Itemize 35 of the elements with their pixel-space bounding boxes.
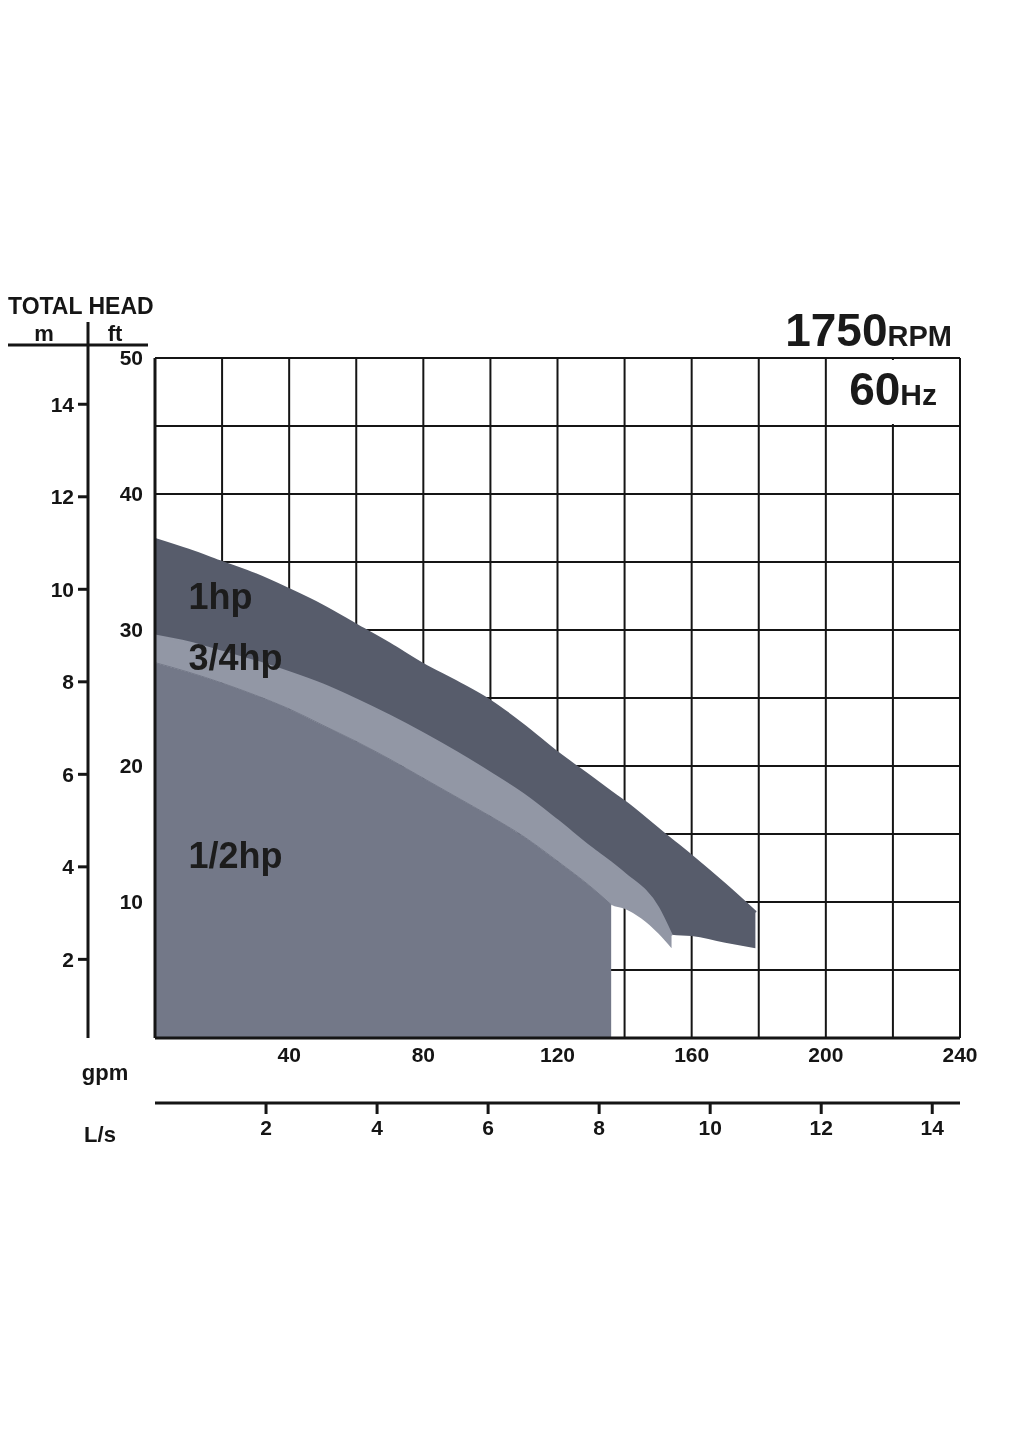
y-axis-title: ft [107, 321, 123, 346]
x2-tick-label: 6 [482, 1115, 494, 1139]
x-axis-title: gpm [81, 1060, 129, 1085]
x2-tick-label: 14 [920, 1115, 945, 1139]
x2-tick-label: 4 [371, 1115, 384, 1139]
x2-tick-label: 8 [593, 1115, 606, 1139]
y-tick-label: 30 [119, 618, 143, 642]
series-label: 1/2hp [188, 834, 283, 876]
y-tick-label: 10 [119, 890, 143, 914]
text: TOTAL HEAD [8, 293, 154, 319]
x2-tick-label: 2 [260, 1115, 272, 1139]
y2-tick-label: 8 [62, 670, 75, 694]
y-tick-label: 40 [119, 482, 143, 506]
y2-tick-label: 2 [62, 947, 74, 971]
x-tick-label: 240 [942, 1042, 978, 1066]
x-tick-label: 80 [411, 1042, 436, 1066]
x-tick-label: 40 [277, 1042, 301, 1066]
y2-axis-title: m [34, 321, 54, 346]
chart-subtitle: 60Hz [849, 363, 937, 415]
x-tick-label: 200 [808, 1042, 844, 1066]
y2-tick-label: 6 [62, 762, 74, 786]
x2-tick-label: 12 [809, 1115, 833, 1139]
y2-tick-label: 4 [62, 855, 75, 879]
y-tick-label: 20 [119, 754, 143, 778]
y2-tick-label: 12 [50, 485, 74, 509]
y2-tick-label: 10 [50, 577, 74, 601]
series-label: 3/4hp [188, 636, 283, 678]
chart-title: 1750RPM [785, 304, 952, 356]
x2-tick-label: 10 [698, 1115, 722, 1139]
x-tick-label: 120 [539, 1042, 576, 1066]
y-tick-label: 50 [119, 346, 143, 370]
x2-axis-title: L/s [84, 1122, 116, 1147]
y2-tick-label: 14 [50, 392, 75, 416]
series-label: 1hp [188, 575, 253, 617]
x-tick-label: 160 [674, 1042, 710, 1066]
